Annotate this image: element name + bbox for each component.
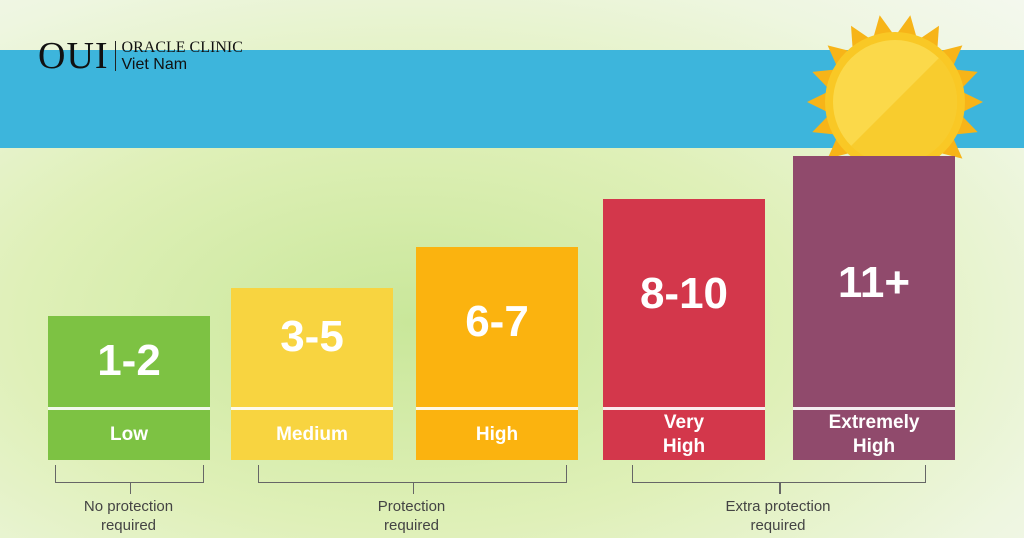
uv-level-label: High [475,424,519,445]
uv-bar-8-10: 8-10 Very High [603,199,765,460]
uv-bar-6-7: 6-7 High [416,247,578,460]
logo-line2: Viet Nam [121,55,188,73]
uv-range: 11+ [837,258,911,307]
bracket-stem [412,482,414,494]
sun-ray [827,45,853,69]
protection-label: Extra protection required [725,498,831,534]
group-bracket [258,465,567,494]
uv-range: 1-2 [97,336,161,385]
bar-divider [48,407,210,410]
sun-ray [960,90,983,114]
uv-bar-3-5: 3-5 Medium [231,288,393,460]
logo-divider [114,41,116,71]
uv-level-label: Medium [276,424,348,445]
bracket-stem [779,482,781,494]
bar-divider [231,407,393,410]
protection-label: Protection required [377,498,446,534]
sun-ray [807,90,830,114]
bar-divider [416,407,578,410]
protection-label: No protection required [83,498,174,534]
uv-level-label: Low [110,424,148,445]
uv-level-label: Very High [662,412,706,457]
group-bracket [632,465,926,494]
bracket-stem [129,482,131,494]
bar-divider [603,407,765,410]
sun-ray [937,135,963,159]
uv-bar-11plus: 11+ Extremely High [793,156,955,460]
logo-brand: OUI [38,35,109,77]
sun-ray [827,135,853,159]
bar-divider [793,407,955,410]
uv-range: 3-5 [280,312,344,361]
uv-bar-1-2: 1-2 Low [48,316,210,460]
logo: OUI ORACLE CLINIC Viet Nam [38,34,243,78]
logo-line1: ORACLE CLINIC [121,38,243,56]
uv-range: 8-10 [639,269,729,318]
sun-icon [807,15,983,189]
group-bracket [55,465,204,494]
uv-range: 6-7 [465,297,529,346]
sun-ray [937,45,963,69]
uv-level-label: Extremely High [828,412,920,457]
